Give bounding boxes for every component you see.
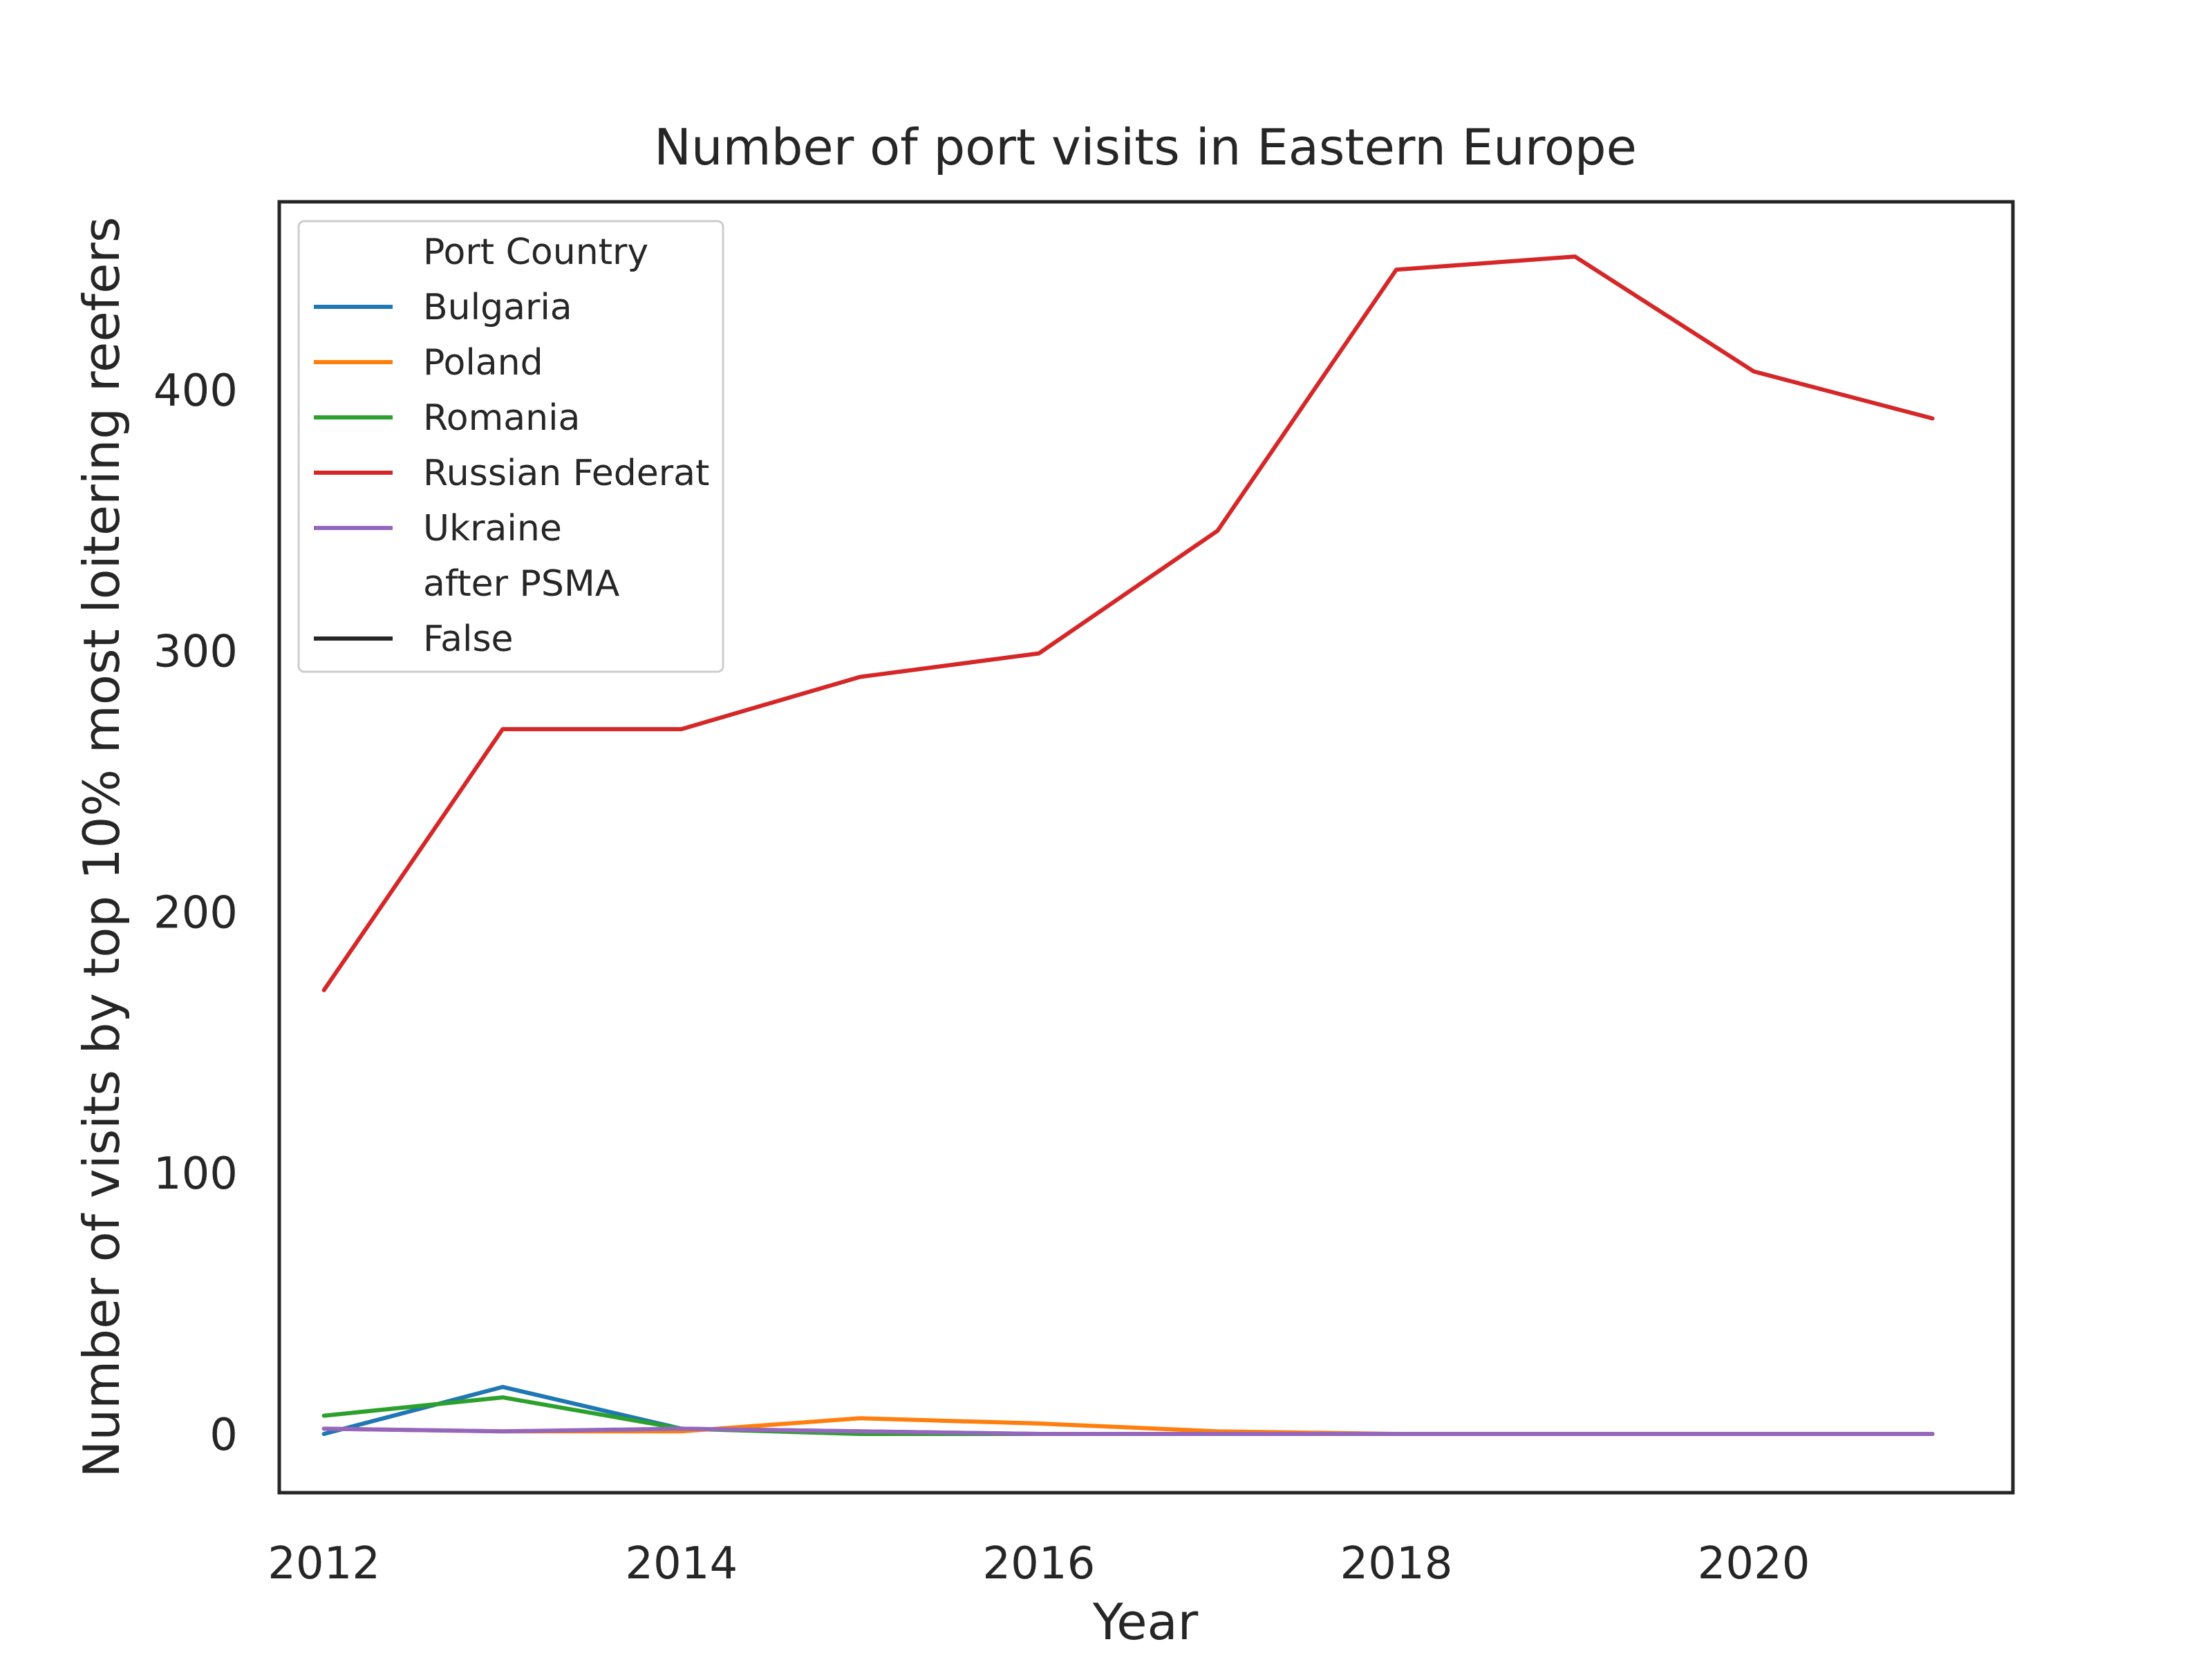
x-tick-label: 2018	[1340, 1538, 1453, 1589]
legend: Port Country Bulgaria Poland Romania Russian…	[297, 220, 724, 673]
legend-entry-label: Bulgaria	[423, 287, 572, 328]
x-tick-label: 2012	[268, 1538, 380, 1589]
y-tick-label: 200	[153, 887, 238, 938]
y-axis-label: Number of visits by top 10% most loiteri…	[73, 217, 131, 1478]
x-tick-label: 2014	[625, 1538, 738, 1589]
legend-group-title: Port Country	[423, 232, 648, 273]
plot-area	[321, 254, 1935, 1436]
legend-group-title: after PSMA	[423, 563, 620, 605]
legend-box	[297, 220, 724, 673]
plot-frame	[277, 200, 2015, 1495]
x-tick-label: 2020	[1698, 1538, 1810, 1589]
series-line-russian-federat	[321, 254, 1935, 992]
chart-title: Number of port visits in Eastern Europe	[654, 118, 1637, 176]
legend-entry-label: Romania	[423, 397, 580, 439]
y-tick-label: 100	[153, 1149, 238, 1200]
legend-entry-label: Poland	[423, 342, 543, 384]
x-tick-label: 2016	[982, 1538, 1095, 1589]
x-axis-label: Year	[1092, 1593, 1199, 1651]
series-line-ukraine	[321, 1426, 1935, 1436]
y-tick-label: 400	[153, 366, 238, 417]
x-axis-ticks: 2012 2014 2016 2018 2020	[268, 1538, 1810, 1589]
y-axis-ticks: 0 100 200 300 400	[153, 366, 238, 1461]
y-tick-label: 300	[153, 627, 238, 678]
y-tick-label: 0	[209, 1410, 238, 1461]
legend-entry-label: Russian Federat	[423, 453, 709, 494]
legend-entry-label: Ukraine	[423, 508, 562, 549]
legend-entry-label: False	[423, 618, 514, 660]
